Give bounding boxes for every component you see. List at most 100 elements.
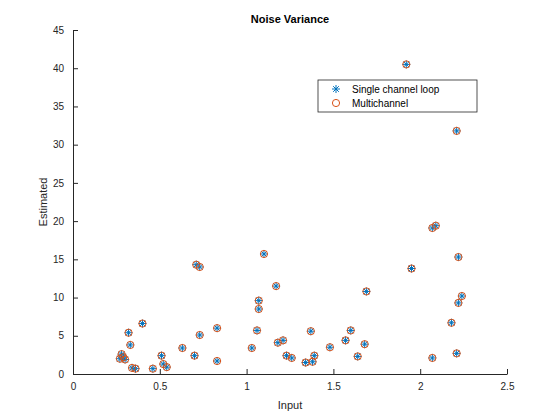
point (139, 320, 146, 327)
point (253, 327, 260, 334)
point (408, 265, 415, 272)
legend-marker (332, 85, 340, 93)
point (279, 337, 286, 344)
point (362, 287, 370, 295)
point (158, 352, 165, 359)
point-group (121, 355, 129, 363)
tick-mark (73, 259, 78, 260)
point (272, 282, 280, 290)
tick-label: 45 (53, 25, 65, 36)
point-group (260, 250, 267, 257)
point (453, 349, 461, 357)
point-group (455, 253, 462, 260)
point (288, 354, 295, 361)
point-group (307, 327, 315, 335)
tick: 10 (53, 292, 78, 303)
point-group (255, 305, 262, 312)
point-group (179, 344, 186, 351)
tick-label: 20 (53, 216, 65, 227)
legend-symbol (332, 99, 339, 106)
point (213, 357, 220, 364)
point-group (326, 343, 334, 351)
tick-mark (73, 336, 78, 337)
point-group (139, 320, 146, 327)
point-group (213, 324, 221, 332)
tick: 2 (418, 369, 424, 392)
tick-mark (73, 106, 78, 107)
tick-mark (420, 369, 421, 374)
point (260, 250, 268, 258)
point (453, 127, 460, 134)
point-group (158, 352, 165, 359)
point (213, 325, 220, 332)
tick-mark (73, 145, 78, 146)
point (361, 340, 369, 348)
tick-mark (73, 68, 78, 69)
point-group (273, 282, 280, 289)
point-group (253, 326, 261, 334)
point-group (149, 365, 156, 372)
point-group (138, 320, 146, 328)
tick-mark (73, 374, 78, 375)
point (455, 299, 462, 306)
title: Noise Variance (251, 13, 329, 25)
point (347, 326, 355, 334)
x-axis: 00.511.522.5 (71, 369, 515, 392)
tick: 40 (53, 63, 78, 74)
point (302, 359, 310, 367)
point (213, 357, 221, 365)
point-group (354, 352, 362, 360)
point-group (196, 331, 204, 339)
point (454, 253, 462, 261)
tick: 0.5 (153, 369, 167, 392)
point (302, 359, 309, 366)
point-group (408, 265, 415, 272)
axis-line (73, 31, 74, 375)
point-group (196, 331, 203, 338)
point (158, 352, 166, 360)
tick-mark (73, 221, 78, 222)
point-group (428, 354, 436, 362)
point (432, 222, 439, 229)
tick-mark (73, 298, 78, 299)
point (138, 320, 146, 328)
point-group (454, 253, 462, 261)
point (125, 329, 132, 336)
point (213, 324, 221, 332)
point-group (213, 357, 220, 364)
point (342, 337, 349, 344)
point-group (402, 60, 410, 68)
point-group (363, 288, 370, 295)
tick-mark (507, 369, 508, 374)
point (458, 292, 466, 300)
point (163, 364, 170, 371)
tick-mark (73, 183, 78, 184)
point (255, 297, 263, 305)
tick-mark (247, 369, 248, 374)
point-group (253, 327, 260, 334)
tick-label: 0.5 (153, 381, 167, 392)
point (196, 263, 203, 270)
point-group (453, 127, 461, 135)
point-group (447, 319, 455, 327)
point-group (347, 326, 355, 334)
point-group (311, 352, 318, 359)
point-group (458, 292, 465, 299)
point-group (121, 356, 128, 363)
point (149, 365, 157, 373)
tick-label: 5 (58, 330, 64, 341)
legend-label: Single channel loop (352, 84, 440, 95)
tick-mark (333, 369, 334, 374)
point-group (196, 263, 203, 270)
point (361, 341, 368, 348)
point (454, 299, 462, 307)
point-group (288, 354, 295, 361)
plot-area: 00.511.522.5051015202530354045Single cha… (53, 25, 515, 392)
point (178, 344, 186, 352)
legend: Single channel loopMultichannel (318, 80, 477, 112)
point (132, 365, 139, 372)
point (126, 341, 134, 349)
point-group (260, 250, 268, 258)
point (311, 352, 318, 359)
tick-label: 2.5 (501, 381, 515, 392)
